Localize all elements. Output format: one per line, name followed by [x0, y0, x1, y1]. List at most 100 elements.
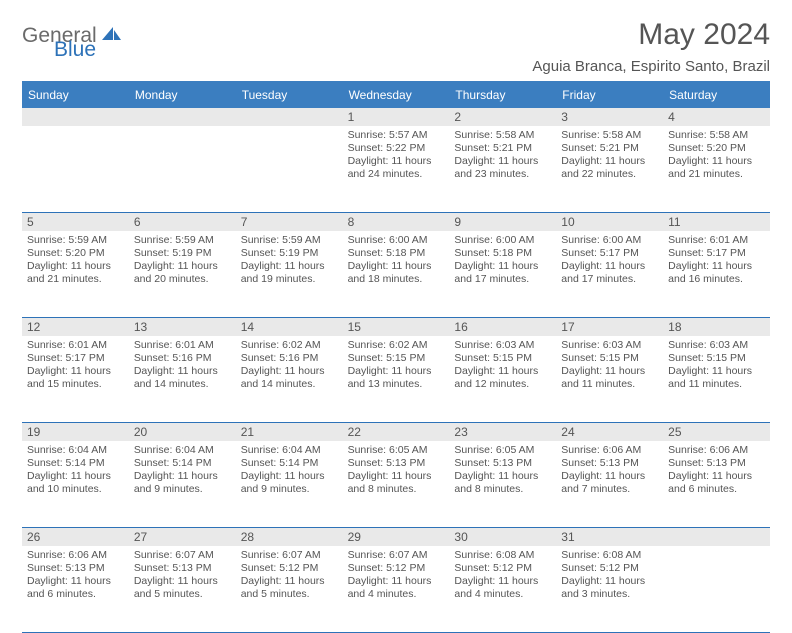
day-detail: Daylight: 11 hours and 9 minutes. [134, 470, 231, 496]
day-number: 17 [556, 318, 663, 336]
day-number: 22 [343, 423, 450, 441]
day-detail: Sunset: 5:17 PM [668, 247, 765, 260]
day-detail: Sunset: 5:20 PM [27, 247, 124, 260]
day-detail: Daylight: 11 hours and 17 minutes. [454, 260, 551, 286]
day-cell: Sunrise: 5:58 AMSunset: 5:20 PMDaylight:… [663, 126, 770, 212]
day-detail: Sunrise: 6:07 AM [134, 549, 231, 562]
day-detail: Daylight: 11 hours and 7 minutes. [561, 470, 658, 496]
day-detail: Sunrise: 6:05 AM [348, 444, 445, 457]
day-number: 31 [556, 528, 663, 546]
day-detail: Sunrise: 6:03 AM [454, 339, 551, 352]
day-detail: Sunrise: 5:59 AM [134, 234, 231, 247]
day-detail: Sunset: 5:18 PM [348, 247, 445, 260]
day-number: 25 [663, 423, 770, 441]
day-cell: Sunrise: 5:59 AMSunset: 5:19 PMDaylight:… [236, 231, 343, 317]
day-detail: Daylight: 11 hours and 4 minutes. [454, 575, 551, 601]
weekday-header: Friday [556, 83, 663, 108]
day-detail: Sunrise: 5:58 AM [668, 129, 765, 142]
day-number [663, 528, 770, 546]
day-cell: Sunrise: 6:00 AMSunset: 5:18 PMDaylight:… [449, 231, 556, 317]
day-detail: Daylight: 11 hours and 10 minutes. [27, 470, 124, 496]
day-cell: Sunrise: 5:58 AMSunset: 5:21 PMDaylight:… [556, 126, 663, 212]
day-number: 27 [129, 528, 236, 546]
day-number [22, 108, 129, 126]
day-detail: Daylight: 11 hours and 6 minutes. [668, 470, 765, 496]
day-number: 19 [22, 423, 129, 441]
day-number: 9 [449, 213, 556, 231]
day-detail: Sunrise: 6:07 AM [241, 549, 338, 562]
day-number: 7 [236, 213, 343, 231]
day-cell: Sunrise: 6:06 AMSunset: 5:13 PMDaylight:… [663, 441, 770, 527]
day-detail: Daylight: 11 hours and 5 minutes. [241, 575, 338, 601]
day-detail: Daylight: 11 hours and 11 minutes. [668, 365, 765, 391]
day-cell: Sunrise: 6:01 AMSunset: 5:17 PMDaylight:… [663, 231, 770, 317]
day-detail: Daylight: 11 hours and 21 minutes. [668, 155, 765, 181]
day-number: 2 [449, 108, 556, 126]
day-cell: Sunrise: 6:05 AMSunset: 5:13 PMDaylight:… [343, 441, 450, 527]
day-detail: Sunrise: 6:08 AM [454, 549, 551, 562]
day-detail: Daylight: 11 hours and 18 minutes. [348, 260, 445, 286]
day-number: 30 [449, 528, 556, 546]
day-detail: Sunset: 5:21 PM [454, 142, 551, 155]
day-cell: Sunrise: 5:59 AMSunset: 5:19 PMDaylight:… [129, 231, 236, 317]
day-cell: Sunrise: 6:02 AMSunset: 5:15 PMDaylight:… [343, 336, 450, 422]
day-cell: Sunrise: 6:04 AMSunset: 5:14 PMDaylight:… [22, 441, 129, 527]
weekday-header: Saturday [663, 83, 770, 108]
day-cell: Sunrise: 6:00 AMSunset: 5:17 PMDaylight:… [556, 231, 663, 317]
day-detail: Sunrise: 6:06 AM [668, 444, 765, 457]
day-number: 23 [449, 423, 556, 441]
day-number: 13 [129, 318, 236, 336]
day-detail: Sunset: 5:12 PM [454, 562, 551, 575]
day-detail: Sunrise: 6:04 AM [27, 444, 124, 457]
day-number: 1 [343, 108, 450, 126]
day-detail: Sunset: 5:13 PM [454, 457, 551, 470]
day-detail: Sunset: 5:12 PM [348, 562, 445, 575]
day-cell: Sunrise: 6:03 AMSunset: 5:15 PMDaylight:… [663, 336, 770, 422]
day-detail: Daylight: 11 hours and 5 minutes. [134, 575, 231, 601]
day-number: 12 [22, 318, 129, 336]
day-detail: Daylight: 11 hours and 24 minutes. [348, 155, 445, 181]
day-cell: Sunrise: 6:01 AMSunset: 5:17 PMDaylight:… [22, 336, 129, 422]
day-number: 24 [556, 423, 663, 441]
day-number: 18 [663, 318, 770, 336]
day-number: 4 [663, 108, 770, 126]
day-detail: Sunrise: 5:59 AM [27, 234, 124, 247]
day-detail: Daylight: 11 hours and 9 minutes. [241, 470, 338, 496]
day-detail: Sunset: 5:15 PM [561, 352, 658, 365]
weekday-header: Tuesday [236, 83, 343, 108]
day-cell: Sunrise: 6:05 AMSunset: 5:13 PMDaylight:… [449, 441, 556, 527]
day-number [129, 108, 236, 126]
weekday-header: Sunday [22, 83, 129, 108]
day-detail: Sunrise: 6:02 AM [241, 339, 338, 352]
day-cell [129, 126, 236, 212]
day-detail: Sunset: 5:13 PM [134, 562, 231, 575]
day-cell: Sunrise: 6:02 AMSunset: 5:16 PMDaylight:… [236, 336, 343, 422]
day-cell [22, 126, 129, 212]
day-cell [663, 546, 770, 632]
day-detail: Daylight: 11 hours and 11 minutes. [561, 365, 658, 391]
weekday-header: Wednesday [343, 83, 450, 108]
day-detail: Daylight: 11 hours and 22 minutes. [561, 155, 658, 181]
day-cell: Sunrise: 6:03 AMSunset: 5:15 PMDaylight:… [556, 336, 663, 422]
day-cell: Sunrise: 6:06 AMSunset: 5:13 PMDaylight:… [22, 546, 129, 632]
day-detail: Sunset: 5:18 PM [454, 247, 551, 260]
day-detail: Daylight: 11 hours and 15 minutes. [27, 365, 124, 391]
day-detail: Sunrise: 6:00 AM [561, 234, 658, 247]
day-cell: Sunrise: 6:06 AMSunset: 5:13 PMDaylight:… [556, 441, 663, 527]
day-detail: Sunset: 5:14 PM [134, 457, 231, 470]
day-detail: Daylight: 11 hours and 16 minutes. [668, 260, 765, 286]
day-cell: Sunrise: 6:07 AMSunset: 5:13 PMDaylight:… [129, 546, 236, 632]
day-number: 11 [663, 213, 770, 231]
day-detail: Daylight: 11 hours and 8 minutes. [454, 470, 551, 496]
day-cell: Sunrise: 6:07 AMSunset: 5:12 PMDaylight:… [236, 546, 343, 632]
day-detail: Daylight: 11 hours and 21 minutes. [27, 260, 124, 286]
day-number: 15 [343, 318, 450, 336]
day-detail: Daylight: 11 hours and 6 minutes. [27, 575, 124, 601]
day-detail: Sunrise: 5:58 AM [561, 129, 658, 142]
weekday-header: Monday [129, 83, 236, 108]
day-cell: Sunrise: 5:59 AMSunset: 5:20 PMDaylight:… [22, 231, 129, 317]
day-detail: Sunrise: 6:02 AM [348, 339, 445, 352]
day-detail: Sunset: 5:15 PM [348, 352, 445, 365]
day-number: 28 [236, 528, 343, 546]
day-detail: Daylight: 11 hours and 23 minutes. [454, 155, 551, 181]
